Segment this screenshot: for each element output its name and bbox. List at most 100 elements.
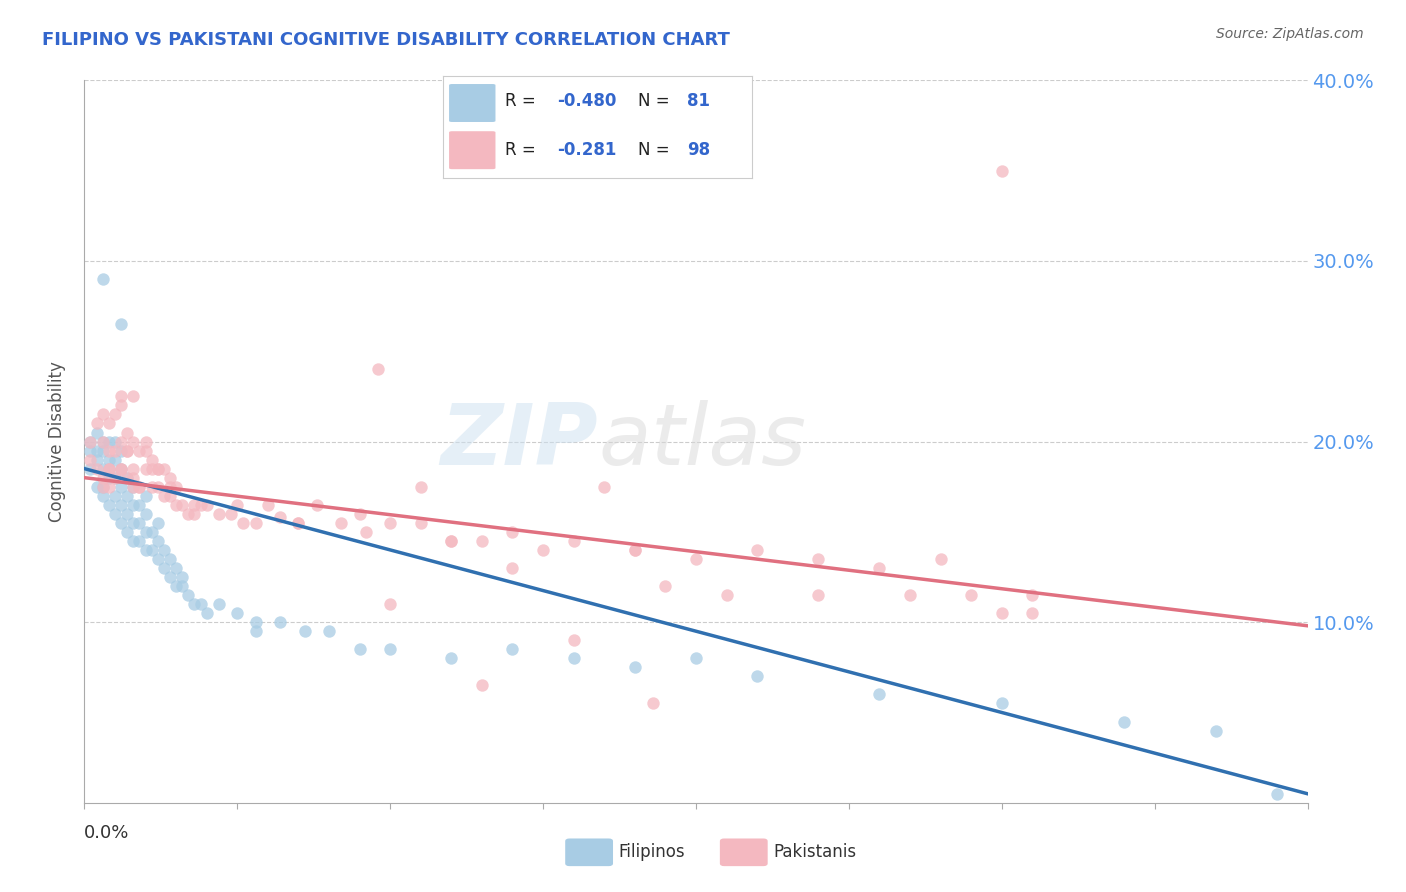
FancyBboxPatch shape	[449, 131, 495, 169]
Point	[141, 480, 163, 494]
Point	[146, 552, 169, 566]
Point	[440, 651, 463, 665]
Text: Pakistanis: Pakistanis	[773, 843, 856, 861]
Point	[122, 480, 145, 494]
Point	[115, 471, 138, 485]
Point	[349, 507, 371, 521]
Point	[91, 434, 114, 449]
Point	[86, 443, 108, 458]
Point	[716, 588, 738, 602]
Point	[91, 408, 114, 422]
Point	[226, 498, 249, 512]
Point	[269, 615, 291, 630]
Point	[141, 524, 163, 539]
Point	[146, 461, 169, 475]
Point	[165, 498, 187, 512]
Point	[110, 516, 132, 530]
Point	[79, 434, 101, 449]
Point	[91, 443, 114, 458]
Point	[146, 516, 169, 530]
Point	[153, 461, 176, 475]
Point	[159, 471, 181, 485]
Point	[104, 507, 127, 521]
Point	[79, 461, 101, 475]
Point	[115, 425, 138, 440]
Point	[146, 480, 169, 494]
Text: 81: 81	[688, 93, 710, 111]
Point	[110, 443, 132, 458]
Point	[115, 489, 138, 503]
Text: Source: ZipAtlas.com: Source: ZipAtlas.com	[1216, 27, 1364, 41]
Point	[159, 570, 181, 584]
Point	[104, 408, 127, 422]
Point	[97, 452, 120, 467]
Point	[294, 624, 316, 639]
Point	[91, 471, 114, 485]
Point	[562, 533, 585, 548]
Point	[110, 498, 132, 512]
Point	[128, 498, 150, 512]
Point	[110, 461, 132, 475]
Point	[110, 461, 132, 475]
Point	[685, 552, 707, 566]
Text: FILIPINO VS PAKISTANI COGNITIVE DISABILITY CORRELATION CHART: FILIPINO VS PAKISTANI COGNITIVE DISABILI…	[42, 31, 730, 49]
Point	[97, 471, 120, 485]
Point	[79, 443, 101, 458]
Point	[159, 552, 181, 566]
Point	[471, 678, 494, 692]
Point	[502, 561, 524, 575]
Point	[86, 452, 108, 467]
Point	[624, 542, 647, 557]
Point	[115, 507, 138, 521]
Point	[502, 642, 524, 657]
Point	[128, 533, 150, 548]
Point	[97, 461, 120, 475]
Point	[991, 697, 1014, 711]
Text: atlas: atlas	[598, 400, 806, 483]
Point	[172, 570, 194, 584]
Point	[97, 417, 120, 431]
Point	[330, 516, 353, 530]
Point	[97, 498, 120, 512]
Point	[86, 461, 108, 475]
Point	[869, 561, 891, 575]
Point	[104, 471, 127, 485]
Point	[135, 542, 157, 557]
Point	[86, 480, 108, 494]
Point	[165, 480, 187, 494]
Point	[146, 461, 169, 475]
Point	[318, 624, 340, 639]
Point	[172, 579, 194, 593]
Point	[208, 597, 231, 611]
Point	[349, 642, 371, 657]
Text: -0.480: -0.480	[557, 93, 617, 111]
Point	[141, 461, 163, 475]
Point	[219, 507, 242, 521]
Point	[104, 434, 127, 449]
Point	[624, 542, 647, 557]
Point	[409, 516, 432, 530]
Point	[115, 443, 138, 458]
Point	[159, 480, 181, 494]
Point	[122, 434, 145, 449]
Point	[747, 669, 769, 683]
Point	[991, 163, 1014, 178]
Point	[97, 461, 120, 475]
Point	[183, 597, 205, 611]
Point	[269, 510, 291, 524]
Point	[165, 561, 187, 575]
Point	[354, 524, 377, 539]
Point	[135, 434, 157, 449]
Point	[122, 461, 145, 475]
Point	[135, 443, 157, 458]
Point	[110, 317, 132, 331]
Point	[183, 507, 205, 521]
Point	[104, 489, 127, 503]
Point	[380, 516, 402, 530]
Point	[122, 480, 145, 494]
Point	[195, 606, 218, 620]
Point	[122, 498, 145, 512]
Point	[471, 533, 494, 548]
Point	[91, 480, 114, 494]
Point	[141, 452, 163, 467]
